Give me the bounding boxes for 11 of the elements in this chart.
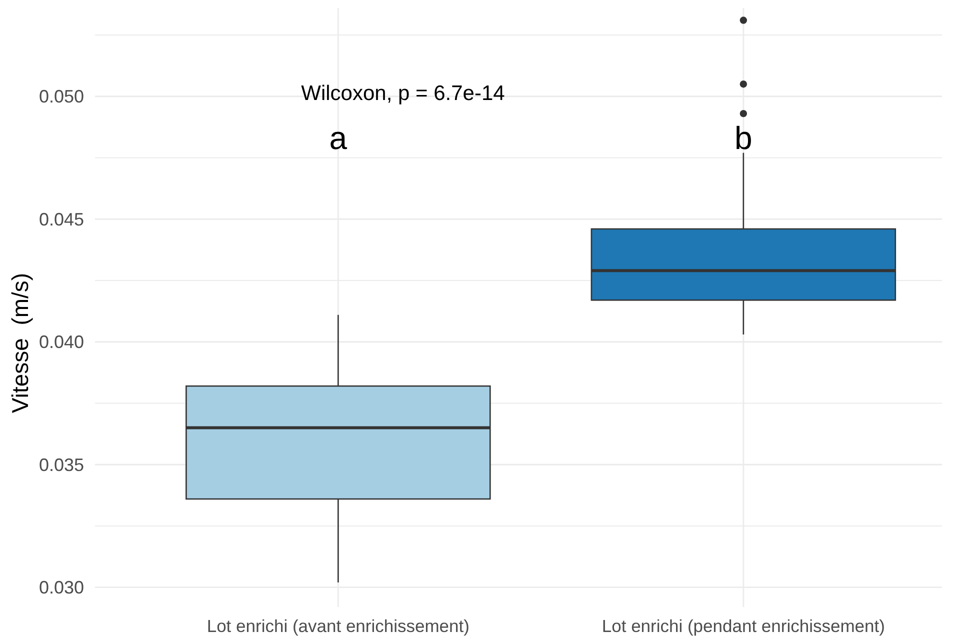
y-tick-label: 0.040 [38, 332, 84, 352]
x-tick-label: Lot enrichi (avant enrichissement) [206, 616, 470, 636]
y-tick-label: 0.030 [38, 578, 84, 598]
annotation: a [329, 120, 348, 156]
x-tick-label: Lot enrichi (pendant enrichissement) [602, 616, 885, 636]
y-tick-label: 0.045 [38, 209, 84, 230]
annotation: b [734, 120, 752, 156]
y-tick-label: 0.050 [38, 86, 84, 107]
y-axis-title: Vitesse (m/s) [7, 272, 33, 414]
annotation: Wilcoxon, p = 6.7e-14 [301, 82, 506, 105]
y-tick-label: 0.035 [38, 454, 84, 475]
